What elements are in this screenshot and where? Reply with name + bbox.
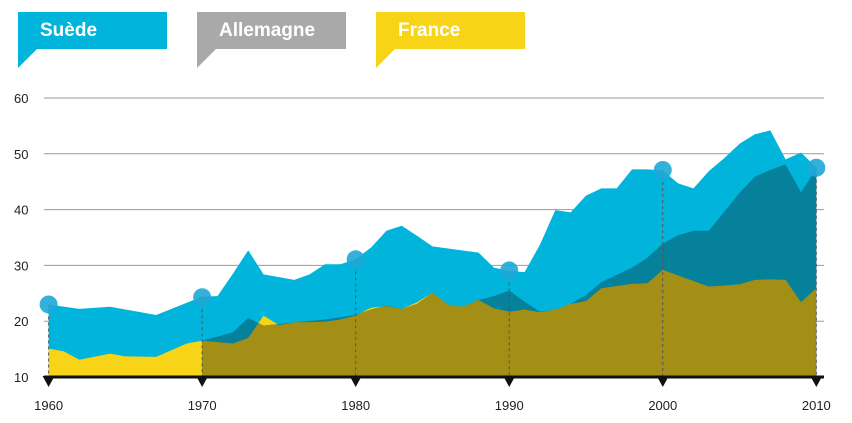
y-tick-label: 60: [14, 91, 28, 106]
x-tick-marker: [349, 376, 362, 387]
legend: Suède Allemagne France: [0, 0, 852, 70]
data-marker: [807, 158, 826, 177]
area-series: [48, 130, 817, 377]
x-axis: 1960 1970 1980 1990 2000 2010: [34, 375, 831, 413]
x-tick-marker: [196, 376, 209, 387]
y-tick-label: 10: [14, 370, 28, 385]
legend-label: France: [398, 20, 461, 41]
data-marker: [39, 295, 58, 314]
legend-label: Suède: [40, 20, 98, 41]
data-marker: [193, 288, 212, 307]
x-tick-marker: [656, 376, 669, 387]
x-tick-label: 1990: [495, 398, 524, 413]
x-tick-label: 2000: [648, 398, 677, 413]
y-tick-label: 40: [14, 203, 28, 218]
legend-label: Allemagne: [219, 20, 316, 41]
marker-dashed-lines: [48, 167, 817, 377]
x-tick-marker: [503, 376, 516, 387]
legend-item-france: France: [376, 12, 525, 68]
area-overlap: [202, 269, 817, 377]
x-tick-label: 1960: [34, 398, 63, 413]
legend-tail: [18, 49, 37, 68]
y-tick-label: 50: [14, 147, 28, 162]
data-markers: [39, 158, 826, 314]
y-tick-label: 20: [14, 314, 28, 329]
x-tick-label: 1980: [341, 398, 370, 413]
data-marker: [346, 250, 365, 269]
legend-item-allemagne: Allemagne: [197, 12, 346, 68]
data-marker: [500, 261, 519, 280]
legend-item-suede: Suède: [18, 12, 167, 68]
legend-tail: [197, 49, 216, 68]
legend-tail: [376, 49, 395, 68]
y-tick-label: 30: [14, 258, 28, 273]
x-tick-label: 2010: [802, 398, 831, 413]
data-marker: [653, 160, 672, 179]
y-axis-ticks: 10 20 30 40 50 60: [14, 91, 28, 385]
x-tick-label: 1970: [188, 398, 217, 413]
x-tick-marker: [810, 376, 823, 387]
x-tick-marker: [42, 376, 55, 387]
